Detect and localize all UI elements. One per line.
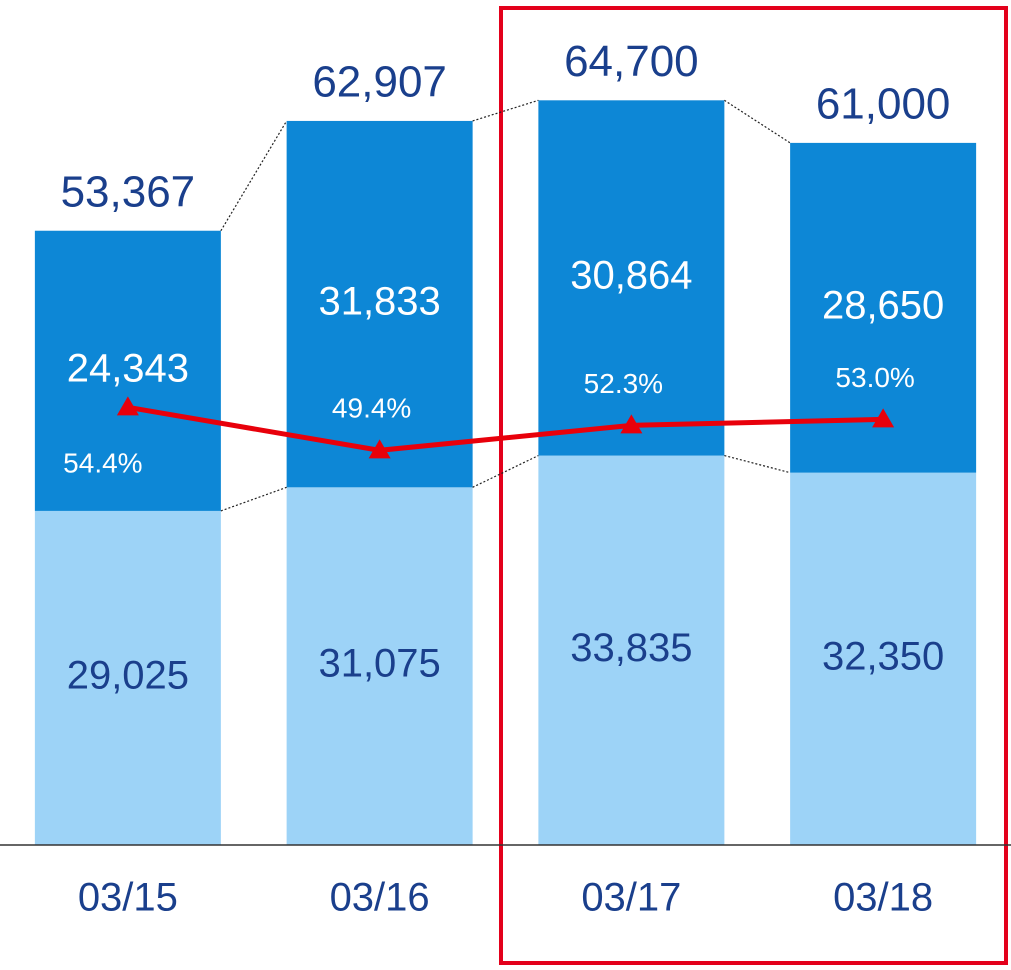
connector [724, 99, 791, 144]
connector [472, 455, 539, 488]
segment-label: 31,833 [318, 280, 440, 324]
segment-label: 30,864 [570, 253, 692, 297]
line [127, 404, 884, 453]
line-marker [368, 439, 391, 459]
highlight-box [499, 6, 1008, 965]
total-label: 62,907 [312, 58, 447, 107]
bar-segment [34, 510, 221, 845]
line-label: 52.3% [584, 368, 663, 399]
bar-segment [538, 455, 725, 845]
total-label: 61,000 [816, 80, 951, 129]
bar-segment [790, 472, 977, 845]
line-label: 49.4% [332, 393, 411, 424]
segment-label: 31,075 [318, 642, 440, 686]
x-tick-label: 03/17 [581, 876, 681, 920]
line-label: 53.0% [835, 362, 914, 393]
connector [724, 454, 791, 474]
bar-segment [286, 487, 473, 845]
x-tick-label: 03/16 [330, 876, 430, 920]
segment-label: 29,025 [67, 654, 189, 698]
total-label: 53,367 [61, 167, 196, 216]
connector [472, 99, 539, 122]
x-tick-label: 03/15 [78, 876, 178, 920]
bar-segment [34, 230, 221, 511]
bar-segment [538, 100, 725, 456]
line-marker [116, 396, 139, 416]
bar-segment [286, 120, 473, 488]
x-tick-label: 03/18 [833, 876, 933, 920]
segment-label: 24,343 [67, 346, 189, 390]
total-label: 64,700 [564, 37, 699, 86]
line-marker [620, 414, 643, 434]
line-marker [872, 408, 895, 428]
segment-label: 28,650 [822, 283, 944, 327]
connector [220, 120, 288, 232]
line-label: 54.4% [63, 448, 142, 479]
segment-label: 32,350 [822, 634, 944, 678]
segment-label: 33,835 [570, 626, 692, 670]
